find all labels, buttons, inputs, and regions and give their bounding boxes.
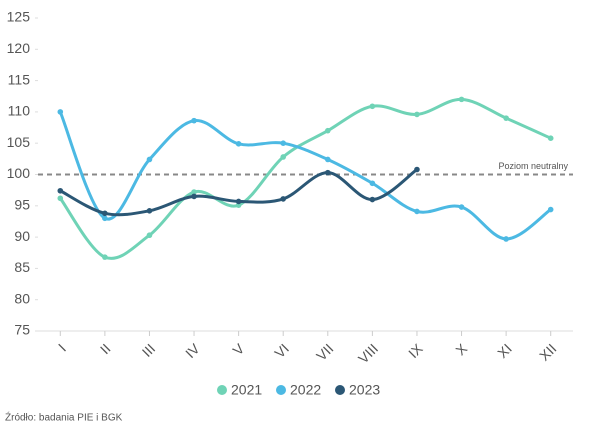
point [280, 140, 287, 146]
point [102, 254, 108, 260]
y-tick-label: 75 [14, 322, 30, 338]
point [146, 156, 153, 163]
point [235, 198, 242, 205]
point [280, 196, 287, 202]
x-tick-label: IX [405, 340, 426, 361]
legend-label: 2023 [349, 382, 380, 398]
x-tick-label: V [229, 340, 247, 358]
x-tick-label: XII [536, 340, 559, 363]
series-line [58, 111, 552, 241]
y-tick-label: 90 [14, 228, 30, 244]
x-tick-label: XI [494, 340, 515, 361]
point [191, 189, 197, 195]
y-tick-label: 105 [7, 134, 31, 150]
point [547, 135, 554, 141]
point [191, 117, 197, 124]
point [369, 180, 376, 187]
point [414, 166, 420, 173]
legend-swatch [335, 385, 345, 395]
point [280, 154, 287, 160]
legend-swatch [217, 385, 227, 395]
point [458, 96, 465, 103]
legend-swatch [276, 385, 286, 395]
point [414, 208, 420, 215]
x-tick-label: VI [271, 340, 292, 361]
x-tick-label: VIII [355, 340, 381, 366]
y-tick-label: 115 [8, 71, 31, 87]
point [57, 109, 64, 115]
point [146, 232, 153, 239]
point [547, 206, 554, 213]
point [57, 195, 64, 202]
point [235, 141, 242, 147]
x-tick-label: III [139, 340, 159, 360]
x-tick-label: X [452, 340, 470, 358]
x-tick-label: I [55, 340, 69, 354]
point [324, 169, 331, 176]
source-note: Źródło: badania PIE i BGK [5, 411, 123, 424]
legend-label: 2021 [231, 382, 262, 398]
point [414, 111, 420, 118]
point [324, 127, 331, 134]
x-tick-label: IV [182, 340, 203, 361]
point [102, 215, 108, 222]
legend-label: 2022 [290, 382, 321, 398]
point [324, 156, 331, 163]
point [369, 196, 376, 203]
point [57, 187, 64, 194]
series-line [59, 168, 418, 217]
y-tick-label: 80 [14, 290, 30, 306]
y-tick-label: 95 [14, 197, 30, 213]
point [503, 115, 509, 121]
reference-label: Poziom neutralny [498, 161, 568, 171]
y-tick-label: 100 [7, 165, 31, 181]
point [369, 103, 376, 110]
series-line [59, 97, 552, 260]
x-tick-label: VII [313, 340, 336, 363]
point [458, 204, 465, 210]
y-tick-label: 120 [7, 40, 31, 56]
y-tick-label: 110 [8, 103, 31, 119]
point [191, 193, 197, 200]
point [102, 210, 108, 217]
y-tick-label: 125 [7, 9, 31, 25]
point [146, 208, 153, 214]
y-tick-label: 85 [14, 259, 30, 275]
x-tick-label: II [97, 340, 114, 357]
point [503, 236, 509, 242]
